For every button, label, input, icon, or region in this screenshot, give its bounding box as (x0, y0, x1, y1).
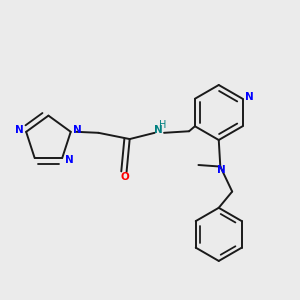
Text: N: N (65, 154, 74, 165)
Text: N: N (73, 125, 81, 135)
Text: N: N (245, 92, 254, 102)
Text: O: O (121, 172, 129, 182)
Text: N: N (154, 125, 163, 135)
Text: N: N (218, 165, 226, 175)
Text: H: H (159, 120, 166, 130)
Text: N: N (15, 125, 24, 135)
